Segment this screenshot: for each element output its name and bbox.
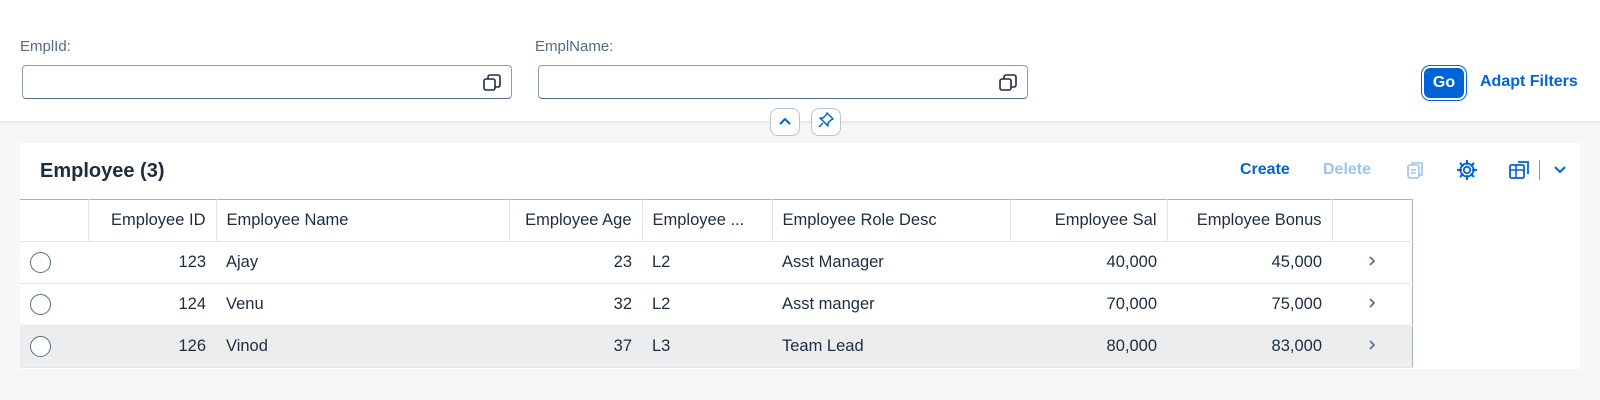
employee-role-cell: Asst Manager xyxy=(772,241,1010,284)
column-header[interactable]: Employee Age xyxy=(509,199,643,242)
column-header[interactable]: Employee Name xyxy=(216,199,510,242)
employee-id-cell: 126 xyxy=(88,325,216,368)
column-header[interactable]: Employee Bonus xyxy=(1167,199,1333,242)
employee-age-cell: 32 xyxy=(509,283,642,326)
employee-table-panel: Employee (3) Create Delete Employee ID xyxy=(20,143,1580,369)
empl-name-label: EmplName: xyxy=(535,38,614,55)
create-button[interactable]: Create xyxy=(1240,161,1290,178)
employee-age-cell: 37 xyxy=(509,325,642,368)
table-row[interactable]: 123 Ajay 23 L2 Asst Manager 40,000 45,00… xyxy=(20,241,1413,284)
empl-id-input[interactable] xyxy=(22,65,512,99)
employee-name-cell: Venu xyxy=(216,283,509,326)
employee-table: Employee ID Employee Name Employee Age E… xyxy=(20,199,1413,368)
table-row[interactable]: 126 Vinod 37 L3 Team Lead 80,000 83,000 xyxy=(20,325,1413,368)
empl-name-input[interactable] xyxy=(538,65,1028,99)
value-help-icon[interactable] xyxy=(999,74,1017,92)
employee-level-cell: L2 xyxy=(642,241,772,284)
row-radio-button[interactable] xyxy=(30,294,51,315)
column-header[interactable]: Employee ... xyxy=(642,199,773,242)
employee-bonus-cell: 75,000 xyxy=(1167,283,1332,326)
settings-icon[interactable] xyxy=(1454,157,1480,183)
employee-bonus-cell: 83,000 xyxy=(1167,325,1332,368)
row-navigation-cell[interactable] xyxy=(1332,241,1413,284)
chevron-up-icon xyxy=(778,113,792,131)
adapt-filters-button[interactable]: Adapt Filters xyxy=(1480,73,1578,90)
filter-bar: EmplId: EmplName: Go Adapt Filters xyxy=(0,0,1600,122)
table-row[interactable]: 124 Venu 32 L2 Asst manger 70,000 75,000 xyxy=(20,283,1413,326)
select-column-header xyxy=(20,199,89,242)
employee-age-cell: 23 xyxy=(509,241,642,284)
navigation-column-header xyxy=(1332,199,1413,242)
employee-id-cell: 124 xyxy=(88,283,216,326)
column-header[interactable]: Employee Role Desc xyxy=(772,199,1011,242)
employee-name-cell: Vinod xyxy=(216,325,509,368)
value-help-icon[interactable] xyxy=(483,74,501,92)
go-button[interactable]: Go xyxy=(1424,68,1464,98)
chevron-down-icon[interactable] xyxy=(1547,157,1573,183)
row-navigation-cell[interactable] xyxy=(1332,325,1413,368)
employee-level-cell: L2 xyxy=(642,283,772,326)
row-radio-button[interactable] xyxy=(30,252,51,273)
employee-role-cell: Asst manger xyxy=(772,283,1010,326)
employee-name-cell: Ajay xyxy=(216,241,509,284)
copy-icon[interactable] xyxy=(1402,157,1428,183)
row-select-cell[interactable] xyxy=(20,283,88,326)
column-header[interactable]: Employee Sal xyxy=(1010,199,1168,242)
row-select-cell[interactable] xyxy=(20,325,88,368)
table-header-row: Employee ID Employee Name Employee Age E… xyxy=(20,199,1413,242)
employee-role-cell: Team Lead xyxy=(772,325,1010,368)
employee-bonus-cell: 45,000 xyxy=(1167,241,1332,284)
delete-button[interactable]: Delete xyxy=(1323,161,1372,178)
employee-level-cell: L3 xyxy=(642,325,772,368)
collapse-header-button[interactable] xyxy=(770,108,800,136)
chevron-right-icon[interactable] xyxy=(1367,254,1377,271)
pin-icon xyxy=(818,111,834,133)
column-header[interactable]: Employee ID xyxy=(88,199,217,242)
employee-id-cell: 123 xyxy=(88,241,216,284)
empl-id-label: EmplId: xyxy=(20,38,71,55)
row-select-cell[interactable] xyxy=(20,241,88,284)
chevron-right-icon[interactable] xyxy=(1367,296,1377,313)
row-navigation-cell[interactable] xyxy=(1332,283,1413,326)
pin-header-button[interactable] xyxy=(811,108,841,136)
row-radio-button[interactable] xyxy=(30,336,51,357)
export-icon[interactable] xyxy=(1506,157,1532,183)
employee-salary-cell: 80,000 xyxy=(1010,325,1167,368)
toolbar-divider xyxy=(1539,160,1540,180)
employee-salary-cell: 40,000 xyxy=(1010,241,1167,284)
employee-salary-cell: 70,000 xyxy=(1010,283,1167,326)
chevron-right-icon[interactable] xyxy=(1367,338,1377,355)
table-title: Employee (3) xyxy=(40,160,165,182)
